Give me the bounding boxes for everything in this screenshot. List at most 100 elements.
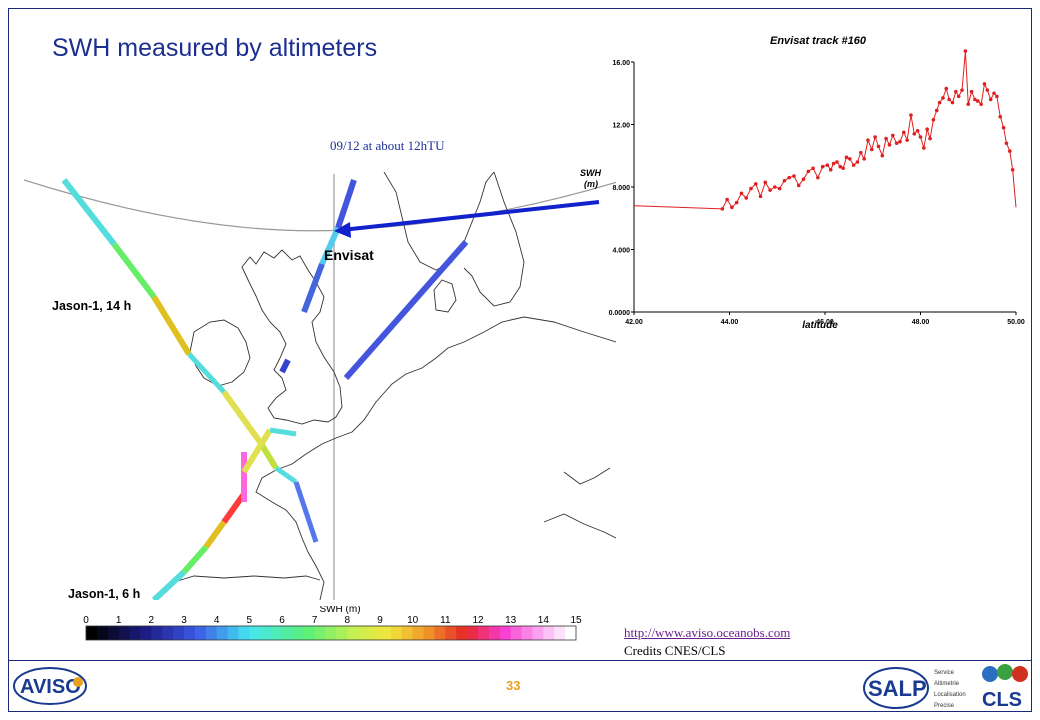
colorbar-cell — [238, 626, 250, 640]
envisat-track — [279, 179, 469, 380]
chart-point — [950, 100, 955, 105]
chart-point — [720, 207, 725, 211]
chart-point — [922, 146, 926, 150]
chart-point — [909, 113, 913, 117]
colorbar-cell — [303, 626, 316, 640]
chart-point — [979, 102, 983, 106]
colorbar-tick-label: 5 — [247, 615, 253, 626]
chart-point — [851, 163, 856, 167]
coastlines — [153, 172, 616, 600]
colorbar-cell — [184, 626, 196, 640]
salp-word-2: Altimetrie — [934, 681, 960, 687]
chart-point — [866, 138, 870, 142]
chart-point — [887, 143, 892, 147]
chart-point — [969, 89, 974, 94]
chart-point — [838, 164, 843, 169]
colorbar-cell — [162, 626, 174, 640]
chart-point — [982, 82, 987, 86]
colorbar-cell — [358, 626, 370, 640]
colorbar-cell — [478, 626, 490, 640]
chart-point — [931, 118, 936, 122]
colorbar-cell — [271, 626, 283, 640]
chart-point — [992, 91, 996, 96]
time-annotation: 09/12 at about 12hTU — [330, 138, 445, 153]
chart-ytick-label: 8.000 — [612, 185, 630, 192]
salp-word-4: Precise — [934, 703, 955, 709]
colorbar-tick-label: 13 — [505, 615, 517, 626]
credits-text: Credits CNES/CLS — [624, 643, 726, 658]
colorbar-cell — [445, 626, 457, 640]
salp-logo-text: SALP — [868, 676, 927, 701]
chart-point — [773, 185, 777, 189]
aviso-link[interactable]: http://www.aviso.oceanobs.com — [624, 625, 791, 640]
colorbar-cell — [412, 626, 425, 640]
aviso-logo-text: AVISO — [20, 676, 81, 698]
chart-point — [905, 138, 909, 142]
chart-point — [966, 102, 971, 106]
chart-xtick-label: 44.00 — [721, 319, 739, 326]
colorbar-cell — [347, 626, 359, 640]
jason-6h-label: Jason-1, 6 h — [68, 587, 140, 601]
chart-axes — [633, 62, 1016, 313]
chart-ticks: 0.0000 4.000 8.000 12.00 16.00 42.00 44.00 46.0… — [609, 60, 1025, 326]
colorbar-tick-label: 3 — [181, 615, 187, 626]
chart-series-line — [633, 51, 1017, 210]
chart-point — [841, 166, 845, 171]
chart-point — [915, 128, 920, 133]
chart-point — [859, 150, 863, 155]
chart-series-points — [720, 49, 1015, 211]
chart-point — [744, 196, 749, 200]
chart-point — [894, 141, 899, 146]
swh-unit-line2: (m) — [584, 179, 598, 189]
colorbar-cell — [336, 626, 348, 640]
chart-point — [937, 100, 942, 105]
colorbar-cell — [86, 626, 98, 640]
colorbar-cell — [456, 626, 468, 640]
envisat-orbit-arc — [24, 179, 616, 232]
chart-point — [844, 155, 849, 160]
chart-point — [880, 153, 885, 158]
chart-point — [862, 157, 866, 161]
chart-point — [806, 169, 811, 174]
colorbar-tick-label: 10 — [407, 615, 419, 626]
slide-frame — [8, 8, 1032, 712]
swh-axis-unit: SWH (m) — [580, 168, 601, 189]
chart-ytick-label: 16.00 — [612, 60, 630, 67]
colorbar-cell — [292, 626, 305, 640]
colorbar-tick-label: 8 — [345, 615, 351, 626]
chart-point — [947, 97, 951, 102]
chart-ytick-label: 12.00 — [612, 123, 630, 130]
chart-point — [816, 175, 820, 180]
chart-point — [973, 97, 977, 102]
aviso-logo: AVISO — [13, 667, 87, 705]
colorbar-cell — [467, 626, 479, 640]
salp-word-1: Service — [934, 670, 955, 676]
chart-point — [963, 49, 968, 53]
chart-point — [758, 194, 763, 199]
colorbar-cell — [260, 626, 272, 640]
colorbar-cell — [543, 626, 555, 640]
jason1-14h-track — [61, 178, 319, 543]
chart-line-path — [633, 51, 1017, 210]
colorbar-cell — [249, 626, 261, 640]
swh-unit-line1: SWH — [580, 168, 601, 178]
chart-point — [768, 188, 772, 192]
colorbar-cell — [521, 626, 533, 640]
chart-point — [739, 191, 744, 196]
jason-14h-label: Jason-1, 14 h — [52, 299, 131, 313]
swh-colorbar: SWH (m) 0 1 2 3 4 5 6 7 8 9 10 11 12 13 14 15 — [83, 606, 582, 641]
colorbar-cell — [129, 626, 141, 640]
chart-point — [985, 88, 990, 92]
colorbar-cell — [554, 626, 566, 640]
cls-logo: CLS — [982, 664, 1028, 711]
chart-point — [934, 108, 939, 113]
chart-xtick-label: 42.00 — [625, 319, 643, 326]
colorbar-cell — [151, 626, 163, 640]
chart-point — [1001, 125, 1006, 130]
colorbar-cell — [380, 626, 392, 640]
chart-point — [828, 168, 833, 172]
salp-word-3: Localisation — [934, 692, 966, 698]
colorbar-cell — [510, 626, 523, 640]
chart-xlabel: latitude — [802, 320, 838, 331]
chart-point — [912, 132, 917, 136]
